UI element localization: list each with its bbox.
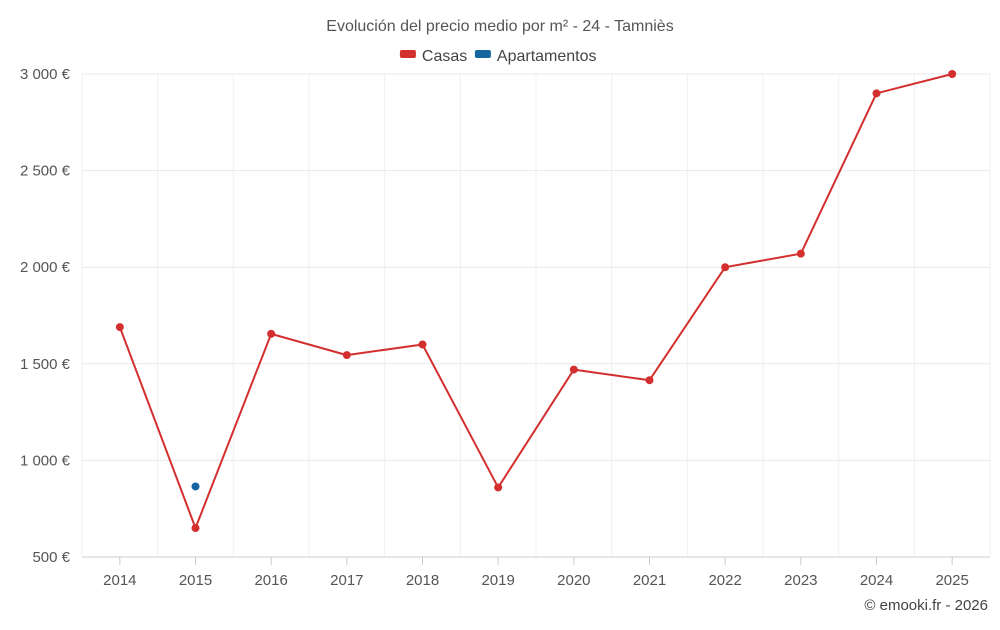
legend-label: Casas [422,48,467,65]
series-line-casas [118,73,953,530]
y-tick-label: 2 000 € [20,259,71,276]
data-point-casas [948,70,957,78]
legend-swatch [474,50,491,58]
x-tick-label: 2015 [179,572,212,589]
x-tick-label: 2021 [633,572,666,589]
x-tick-label: 2017 [330,572,363,589]
data-point-casas [418,340,427,349]
y-tick-label: 1 500 € [20,356,71,373]
y-tick-label: 500 € [32,549,70,566]
x-tick-label: 2016 [254,572,287,589]
y-axis: 500 € 1 000 € 1 500 € 2 000 € 2 500 € 3 000 € [20,66,71,566]
data-point-casas [796,249,805,258]
x-tick-label: 2019 [481,572,514,589]
x-axis: 2014 2015 2016 2017 2018 2019 2020 2021 2022 2023… [82,556,990,589]
grid [81,73,991,557]
data-point-casas [872,89,881,98]
y-tick-label: 3 000 € [20,66,71,83]
y-tick-label: 2 500 € [20,163,71,180]
x-tick-label: 2018 [406,572,439,589]
y-tick-label: 1 000 € [20,452,71,469]
x-tick-label: 2023 [784,572,817,589]
data-point-casas [115,323,124,332]
x-tick-label: 2022 [708,572,741,589]
chart-credit: © emooki.fr - 2026 [864,597,988,614]
data-point-apartamentos [191,482,200,491]
legend-swatch [399,50,416,58]
legend: Casas Apartamentos [399,48,597,65]
data-point-casas [342,351,351,360]
series-apartamentos [191,482,200,491]
x-tick-label: 2014 [103,572,136,589]
legend-item-casas: Casas [399,48,467,65]
data-point-casas [191,524,200,533]
x-tick-label: 2024 [860,572,893,589]
series-casas [115,70,957,533]
chart-title: Evolución del precio medio por m² - 24 -… [326,18,673,35]
legend-label: Apartamentos [497,48,597,65]
data-point-casas [267,329,276,338]
data-point-casas [494,483,503,492]
series-layer [115,70,957,533]
x-tick-label: 2025 [935,572,968,589]
x-tick-label: 2020 [557,572,590,589]
data-point-casas [569,365,578,374]
legend-item-apartamentos: Apartamentos [474,48,597,65]
data-point-casas [645,376,654,385]
data-point-casas [721,263,730,272]
